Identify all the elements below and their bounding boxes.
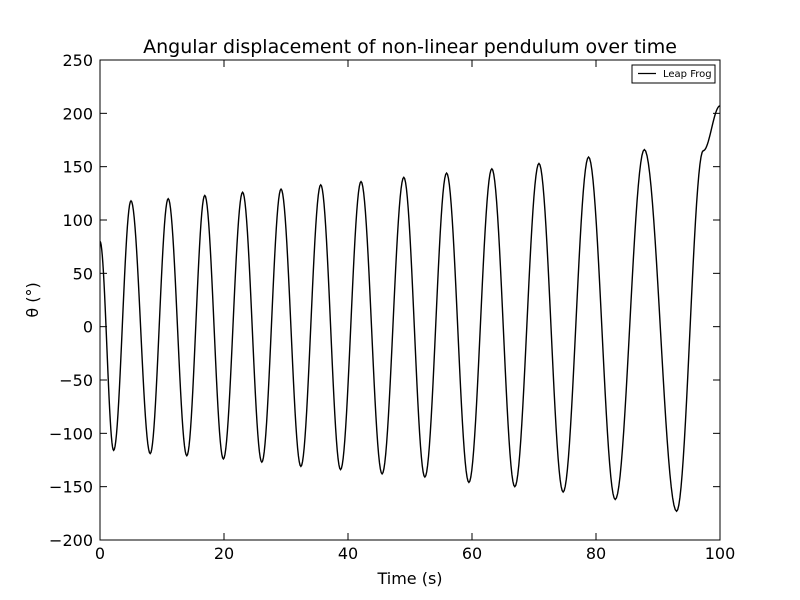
y-tick-label: 150 bbox=[62, 158, 93, 177]
plot-frame bbox=[99, 59, 721, 541]
x-tick-label: 60 bbox=[462, 544, 482, 563]
x-tick-label: 80 bbox=[586, 544, 606, 563]
y-tick-label: −100 bbox=[49, 424, 93, 443]
x-tick-label: 20 bbox=[214, 544, 234, 563]
x-tick-label: 40 bbox=[338, 544, 358, 563]
y-tick-label: 50 bbox=[73, 264, 93, 283]
x-tick-label: 0 bbox=[95, 544, 105, 563]
legend: Leap Frog bbox=[631, 64, 716, 84]
y-tick-label: 200 bbox=[62, 104, 93, 123]
y-tick-label: −200 bbox=[49, 531, 93, 550]
x-tick-label: 100 bbox=[705, 544, 736, 563]
chart-title: Angular displacement of non-linear pendu… bbox=[143, 36, 677, 58]
y-tick-label: −150 bbox=[49, 478, 93, 497]
x-axis: 0 20 40 60 80 100 bbox=[95, 60, 735, 563]
plot-area bbox=[99, 59, 721, 541]
y-tick-label: −50 bbox=[59, 371, 93, 390]
series-line-leap-frog bbox=[99, 105, 721, 513]
x-axis-label: Time (s) bbox=[376, 569, 442, 588]
y-axis-label: θ (°) bbox=[23, 282, 42, 317]
y-tick-label: 100 bbox=[62, 211, 93, 230]
y-axis: −200 −150 −100 −50 0 50 100 150 200 250 bbox=[49, 51, 720, 550]
legend-box bbox=[631, 64, 716, 84]
y-tick-label: 0 bbox=[83, 318, 93, 337]
legend-label-leap-frog: Leap Frog bbox=[663, 69, 712, 80]
y-tick-label: 250 bbox=[62, 51, 93, 70]
